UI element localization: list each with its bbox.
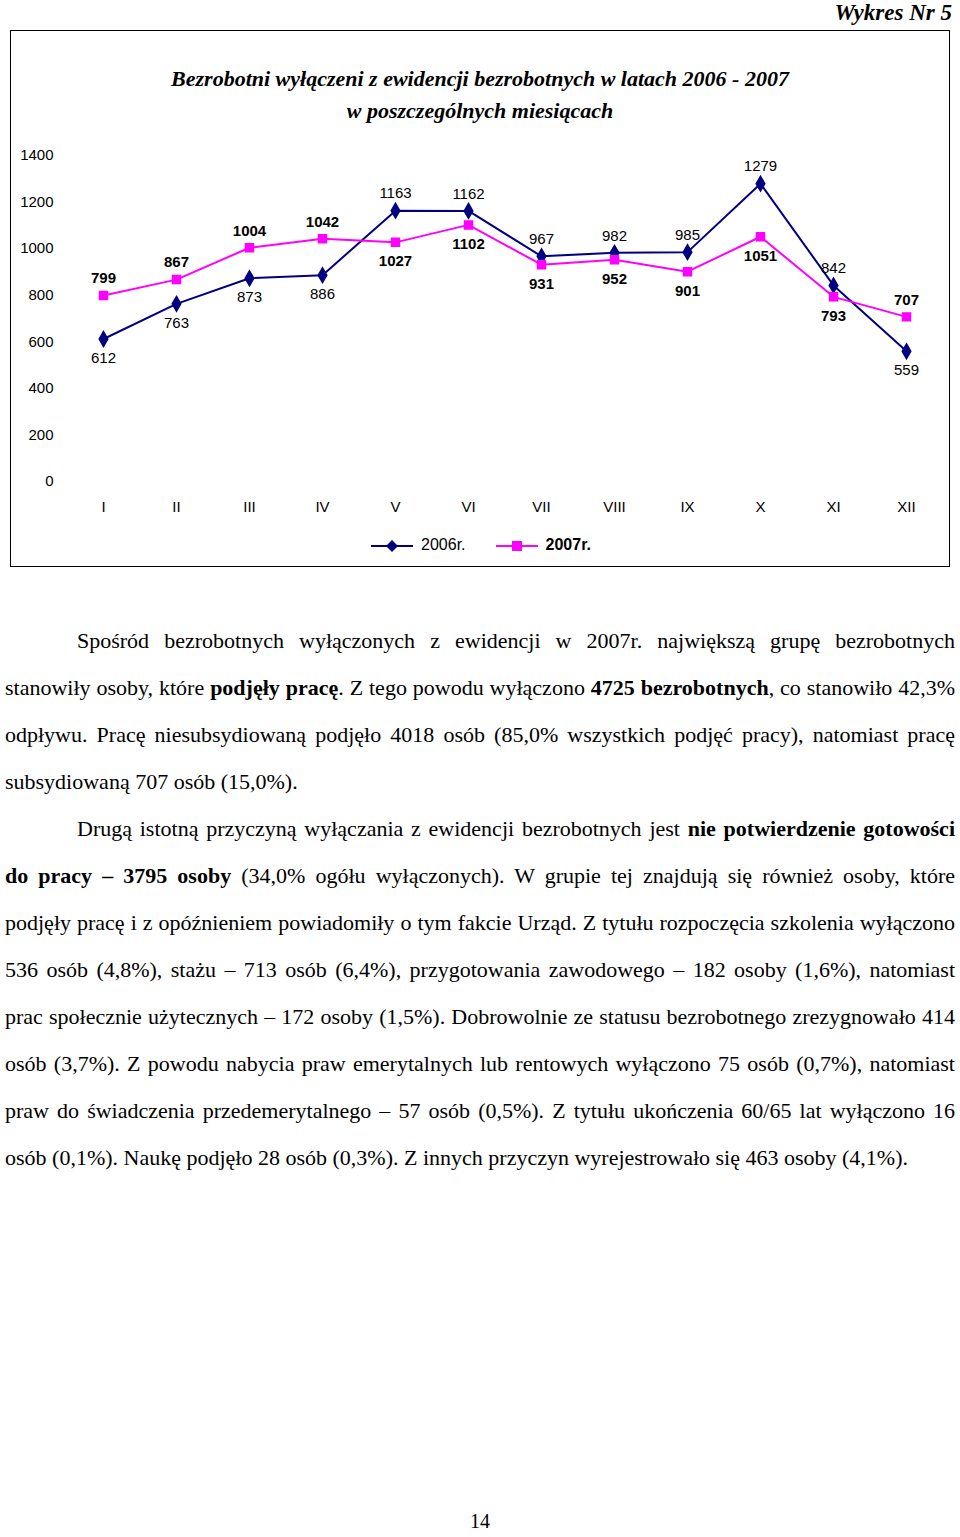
svg-text:873: 873 xyxy=(237,288,262,305)
svg-text:612: 612 xyxy=(91,349,116,366)
svg-text:1000: 1000 xyxy=(20,239,53,256)
svg-text:763: 763 xyxy=(164,314,189,331)
svg-text:982: 982 xyxy=(602,227,627,244)
svg-text:967: 967 xyxy=(529,230,554,247)
html-text:Bezrobotni wyłączeni z ewidenc: Bezrobotni wyłączeni z ewidencji bezrobo… xyxy=(171,66,789,91)
svg-text:867: 867 xyxy=(164,253,189,270)
svg-text:IV: IV xyxy=(315,498,329,515)
svg-text:VII: VII xyxy=(532,498,550,515)
svg-text:0: 0 xyxy=(45,472,53,489)
svg-text:V: V xyxy=(390,498,400,515)
svg-text:200: 200 xyxy=(28,426,53,443)
html-text:2006r.: 2006r. xyxy=(421,536,466,553)
svg-text:793: 793 xyxy=(821,307,846,324)
svg-text:XI: XI xyxy=(826,498,840,515)
svg-text:II: II xyxy=(172,498,180,515)
html-text:14: 14 xyxy=(470,1510,490,1532)
html-text:Spośród bezrobotnych wyłączony: Spośród bezrobotnych wyłączonych z ewide… xyxy=(5,628,955,794)
svg-text:842: 842 xyxy=(821,259,846,276)
svg-text:952: 952 xyxy=(602,270,627,287)
svg-text:985: 985 xyxy=(675,226,700,243)
svg-text:600: 600 xyxy=(28,333,53,350)
svg-text:1042: 1042 xyxy=(306,213,339,230)
svg-text:I: I xyxy=(101,498,105,515)
svg-text:1163: 1163 xyxy=(379,184,411,201)
svg-text:1400: 1400 xyxy=(20,146,53,163)
svg-text:559: 559 xyxy=(894,361,919,378)
html-text:Drugą istotną przyczyną wyłącz: Drugą istotną przyczyną wyłączania z ewi… xyxy=(5,816,955,1170)
svg-text:VI: VI xyxy=(461,498,475,515)
svg-text:800: 800 xyxy=(28,286,53,303)
svg-text:707: 707 xyxy=(894,291,919,308)
svg-text:1279: 1279 xyxy=(744,157,777,174)
svg-text:400: 400 xyxy=(28,379,53,396)
html-text:w poszczególnych miesiącach: w poszczególnych miesiącach xyxy=(346,98,614,123)
svg-text:1162: 1162 xyxy=(452,185,484,202)
svg-text:1004: 1004 xyxy=(233,222,267,239)
svg-text:XII: XII xyxy=(897,498,915,515)
svg-text:931: 931 xyxy=(529,275,554,292)
svg-text:III: III xyxy=(243,498,256,515)
svg-text:IX: IX xyxy=(680,498,694,515)
svg-text:VIII: VIII xyxy=(603,498,626,515)
svg-text:799: 799 xyxy=(91,269,116,286)
html-text:Wykres Nr 5: Wykres Nr 5 xyxy=(834,0,952,25)
svg-text:1051: 1051 xyxy=(744,247,777,264)
html-text:2007r.: 2007r. xyxy=(545,536,591,553)
svg-text:901: 901 xyxy=(675,281,700,298)
svg-text:1027: 1027 xyxy=(379,252,412,269)
svg-text:X: X xyxy=(755,498,765,515)
svg-text:886: 886 xyxy=(310,285,335,302)
svg-text:1102: 1102 xyxy=(452,235,485,252)
svg-text:1200: 1200 xyxy=(20,193,53,210)
